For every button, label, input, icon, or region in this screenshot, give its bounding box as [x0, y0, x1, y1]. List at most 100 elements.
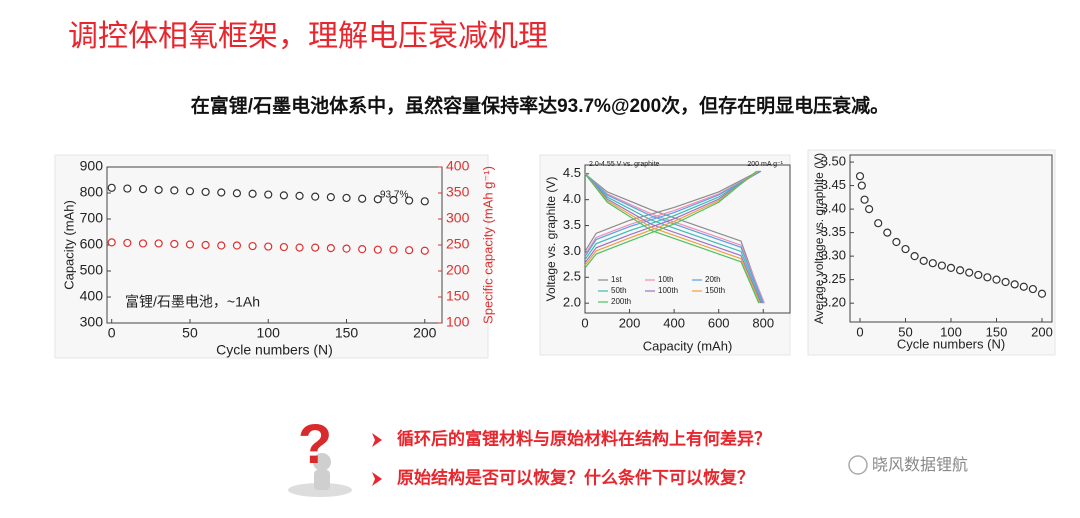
x-tick-label: 200	[619, 315, 641, 330]
y-tick-label: 800	[80, 184, 104, 200]
watermark: 晓风数据锂航	[872, 456, 968, 474]
data-point	[123, 184, 132, 193]
x-tick-label: 150	[986, 324, 1008, 339]
question-icon: ?	[288, 412, 352, 497]
data-point	[992, 275, 1001, 284]
data-point	[420, 197, 429, 206]
y-tick-label: 2.5	[563, 269, 581, 284]
legend-label: 50th	[611, 286, 627, 295]
data-point	[892, 237, 901, 247]
data-line	[584, 170, 762, 257]
x-tick-label: 600	[708, 315, 730, 330]
y-tick-label: 4.5	[563, 165, 581, 180]
annotation: 2.0-4.55 V vs. graphite	[589, 161, 660, 168]
data-point	[185, 240, 195, 249]
data-point	[883, 228, 892, 237]
data-point	[405, 196, 414, 205]
watermark-icon	[848, 455, 868, 475]
svg-text:?: ?	[298, 412, 332, 475]
data-point	[138, 239, 148, 248]
data-point	[373, 245, 382, 254]
y-tick-label: 3.40	[821, 201, 846, 216]
data-point	[1037, 289, 1047, 298]
data-point	[1010, 280, 1019, 289]
data-line	[584, 170, 761, 261]
y-tick-label: 2.0	[563, 295, 581, 310]
data-point	[1001, 277, 1010, 287]
legend-label: 200th	[611, 297, 631, 306]
y-tick-label: 400	[80, 288, 104, 304]
x-tick-label: 50	[898, 324, 912, 339]
data-point	[295, 191, 304, 200]
legend-label: 10th	[658, 275, 674, 284]
data-point	[342, 193, 351, 203]
data-point	[865, 204, 874, 214]
y-tick-label: 3.30	[821, 248, 846, 263]
y-tick-label: 900	[80, 158, 104, 174]
bullet-arrow	[372, 472, 382, 486]
data-point	[1028, 284, 1037, 294]
data-line	[584, 173, 760, 304]
data-point	[901, 244, 910, 254]
y-tick-label: 3.20	[821, 295, 846, 310]
data-point	[358, 194, 367, 203]
y-tick-label: 3.50	[821, 153, 846, 168]
data-point	[295, 243, 304, 252]
data-point	[107, 183, 116, 192]
data-point	[279, 242, 288, 252]
x-axis-label: Capacity (mAh)	[643, 338, 733, 353]
data-point	[217, 241, 226, 250]
data-point	[232, 189, 242, 198]
y-tick-label: 3.25	[821, 271, 846, 286]
data-point	[248, 189, 257, 198]
question: 循环后的富锂材料与原始材料在结构上有何差异？	[397, 428, 771, 448]
y-tick-label: 3.45	[821, 177, 846, 192]
data-point	[154, 185, 163, 194]
data-point	[874, 219, 883, 228]
data-point	[201, 187, 210, 197]
data-point	[311, 243, 320, 252]
legend-label: 20th	[705, 275, 721, 284]
x-tick-label: 0	[856, 324, 863, 339]
y-tick-label: 700	[80, 210, 104, 226]
data-point	[855, 172, 865, 181]
charts: 0 50 100 150 200 300 400 500 600 700 800 900 100 150 2…	[61, 153, 1052, 358]
data-point	[217, 188, 226, 197]
y-tick-label: 4.0	[563, 191, 581, 206]
x-axis-label: Cycle numbers (N)	[216, 342, 333, 358]
y2-tick-label: 250	[446, 236, 470, 252]
data-point	[311, 192, 320, 201]
x-tick-label: 0	[108, 325, 116, 341]
data-point	[264, 190, 273, 199]
data-point	[123, 238, 132, 248]
y-tick-label: 500	[80, 262, 104, 278]
data-point	[138, 185, 148, 194]
data-line	[584, 173, 763, 304]
x-tick-label: 150	[335, 325, 359, 341]
data-line	[584, 170, 757, 269]
data-point	[170, 186, 179, 195]
y2-tick-label: 350	[446, 184, 470, 200]
data-point	[919, 256, 928, 265]
data-line	[584, 170, 761, 255]
y2-tick-label: 100	[446, 314, 470, 330]
data-point	[928, 259, 937, 268]
data-point	[910, 252, 919, 261]
data-point	[358, 245, 367, 254]
data-point	[232, 241, 242, 250]
y-tick-label: 300	[80, 314, 104, 330]
legend-label: 100th	[658, 286, 678, 295]
data-line	[584, 173, 762, 304]
data-point	[974, 270, 983, 280]
legend-label: 1st	[611, 275, 622, 284]
y-tick-label: 600	[80, 236, 104, 252]
y-tick-label: 3.5	[563, 217, 581, 232]
question: 原始结构是否可以恢复？什么条件下可以恢复？	[397, 467, 754, 487]
data-point	[373, 195, 382, 204]
data-point	[201, 240, 210, 250]
x-tick-label: 100	[940, 324, 962, 339]
data-point	[983, 273, 992, 282]
data-point	[857, 181, 866, 190]
y-axis-label: Capacity (mAh)	[61, 200, 76, 290]
